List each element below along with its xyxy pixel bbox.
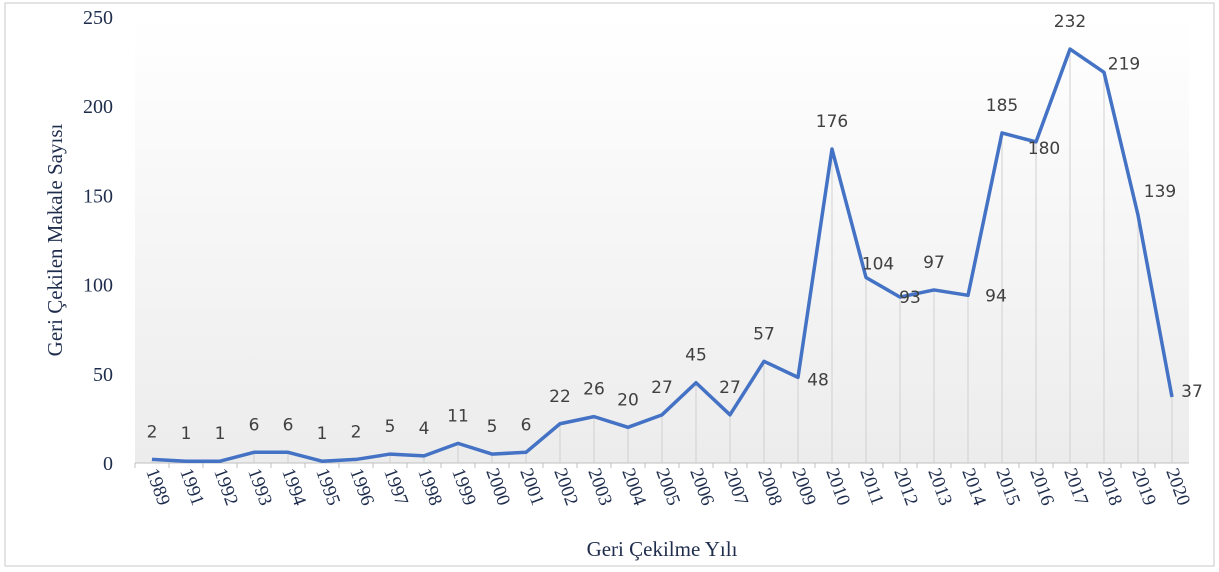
x-axis-label: Geri Çekilme Yılı — [587, 537, 738, 561]
data-label: 232 — [1054, 12, 1086, 32]
data-label: 6 — [249, 415, 260, 435]
data-label: 5 — [487, 417, 498, 437]
data-label: 27 — [719, 378, 741, 398]
data-label: 94 — [985, 286, 1007, 306]
y-axis-label: Geri Çekilen Makale Sayısı — [43, 123, 67, 356]
data-label: 93 — [899, 288, 921, 308]
data-label: 97 — [923, 253, 945, 273]
data-label: 180 — [1028, 139, 1060, 159]
data-label: 5 — [385, 417, 396, 437]
data-label: 4 — [419, 419, 430, 439]
data-label: 2 — [351, 422, 362, 442]
data-label: 22 — [549, 387, 571, 407]
data-label: 57 — [753, 324, 775, 344]
data-label: 219 — [1108, 54, 1140, 74]
data-label: 26 — [583, 380, 605, 400]
data-label: 11 — [447, 406, 469, 426]
y-tick-label: 0 — [103, 453, 113, 475]
data-label: 6 — [283, 415, 294, 435]
data-line — [151, 47, 1174, 463]
data-label: 1 — [317, 424, 328, 444]
data-label: 139 — [1144, 182, 1176, 202]
data-label: 20 — [617, 390, 639, 410]
data-label: 185 — [986, 96, 1018, 116]
data-label: 1 — [215, 424, 226, 444]
y-tick-label: 200 — [83, 96, 113, 118]
data-label: 1 — [181, 424, 192, 444]
y-tick-label: 150 — [83, 185, 113, 207]
data-label: 45 — [685, 346, 707, 366]
data-label: 27 — [651, 378, 673, 398]
y-tick-label: 50 — [93, 364, 113, 386]
data-label: 176 — [816, 112, 848, 132]
data-label: 104 — [862, 254, 894, 274]
data-label: 6 — [521, 415, 532, 435]
data-label: 37 — [1181, 382, 1203, 402]
plot-area — [135, 17, 1189, 463]
data-label: 2 — [147, 422, 158, 442]
data-label: 48 — [807, 370, 829, 390]
y-tick-label: 100 — [83, 275, 113, 297]
y-tick-label: 250 — [83, 7, 113, 29]
